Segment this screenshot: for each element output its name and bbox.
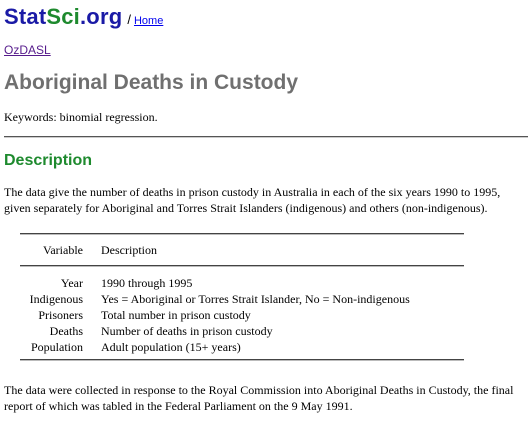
table-cell-description: Adult population (15+ years) xyxy=(101,340,241,354)
keywords-text: Keywords: binomial regression. xyxy=(4,110,158,124)
table-cell-variable: Prisoners xyxy=(38,308,83,322)
description-intro: The data give the number of deaths in pr… xyxy=(4,185,501,215)
breadcrumb-separator: / xyxy=(127,12,131,27)
description-closing: The data were collected in response to t… xyxy=(4,383,514,413)
logo-part-stat: Stat xyxy=(4,4,47,29)
description-heading: Description xyxy=(4,152,93,169)
table-cell-variable: Population xyxy=(30,340,83,354)
ozdasl-link[interactable]: OzDASL xyxy=(4,43,51,57)
site-logo[interactable]: StatSci.org xyxy=(4,4,122,30)
table-cell-description: Number of deaths in prison custody xyxy=(101,324,273,338)
table-cell-variable: Deaths xyxy=(49,324,83,338)
page-title: Aboriginal Deaths in Custody xyxy=(4,71,299,94)
table-cell-description: 1990 through 1995 xyxy=(101,276,193,290)
table-top-rule xyxy=(20,233,464,235)
table-cell-description: Yes = Aboriginal or Torres Strait Island… xyxy=(101,292,410,306)
divider xyxy=(4,136,528,138)
table-bottom-rule xyxy=(20,359,464,361)
table-header-description: Description xyxy=(101,243,157,257)
table-cell-variable: Year xyxy=(60,276,83,290)
table-header-rule xyxy=(20,265,464,267)
logo-part-sci: Sci xyxy=(46,4,80,29)
table-cell-variable: Indigenous xyxy=(29,292,83,306)
logo-part-org: .org xyxy=(80,4,123,29)
table-header-variable: Variable xyxy=(43,243,83,257)
table-cell-description: Total number in prison custody xyxy=(101,308,251,322)
site-header: StatSci.org / Home xyxy=(4,4,163,30)
home-link[interactable]: Home xyxy=(133,15,164,27)
